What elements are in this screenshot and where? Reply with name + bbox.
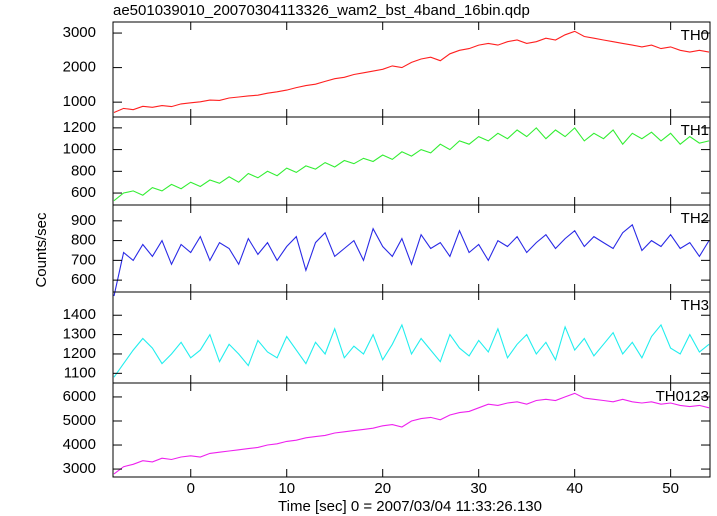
y-tick-label: 800 [71,232,96,249]
x-tick-label: 10 [278,480,295,497]
y-tick-label: 3000 [63,24,96,41]
panel-label: TH0123 [656,388,709,405]
x-tick-label: 50 [662,480,679,497]
y-tick-label: 600 [71,184,96,201]
y-tick-label: 1200 [63,119,96,136]
panel-label: TH3 [681,297,709,314]
chart-title: ae501039010_20070304113326_wam2_bst_4ban… [113,2,530,19]
data-line [113,323,710,378]
panel-label: TH0 [681,27,709,44]
x-tick-label: 40 [566,480,583,497]
y-tick-label: 1200 [63,345,96,362]
y-axis-label: Counts/sec [33,212,50,288]
y-tick-label: 1100 [64,364,96,381]
data-line [113,127,710,202]
data-line [113,223,710,297]
y-tick-label: 2000 [63,59,96,76]
data-line [113,30,710,114]
panel-frame [112,382,711,478]
panel-frame [112,21,711,118]
y-tick-label: 6000 [63,388,96,405]
panel-frame [112,116,711,206]
y-tick-label: 1000 [63,141,96,158]
data-line [113,392,710,475]
y-tick-label: 3000 [63,460,96,477]
y-tick-label: 1400 [63,306,96,323]
y-tick-label: 700 [71,251,96,268]
y-tick-label: 1300 [63,326,96,343]
x-tick-label: 20 [374,480,391,497]
y-tick-label: 5000 [63,412,96,429]
x-tick-label: 0 [187,480,195,497]
y-tick-label: 800 [71,162,96,179]
panel-label: TH2 [681,210,709,227]
y-tick-label: 900 [71,212,96,229]
y-tick-label: 4000 [63,436,96,453]
x-axis-label: Time [sec] 0 = 2007/03/04 11:33:26.130 [278,498,542,515]
y-tick-label: 600 [71,271,96,288]
panel-label: TH1 [681,122,709,139]
panel-frame [112,291,711,384]
panel-frame [112,204,711,293]
y-tick-label: 1000 [63,93,96,110]
x-tick-label: 30 [470,480,487,497]
